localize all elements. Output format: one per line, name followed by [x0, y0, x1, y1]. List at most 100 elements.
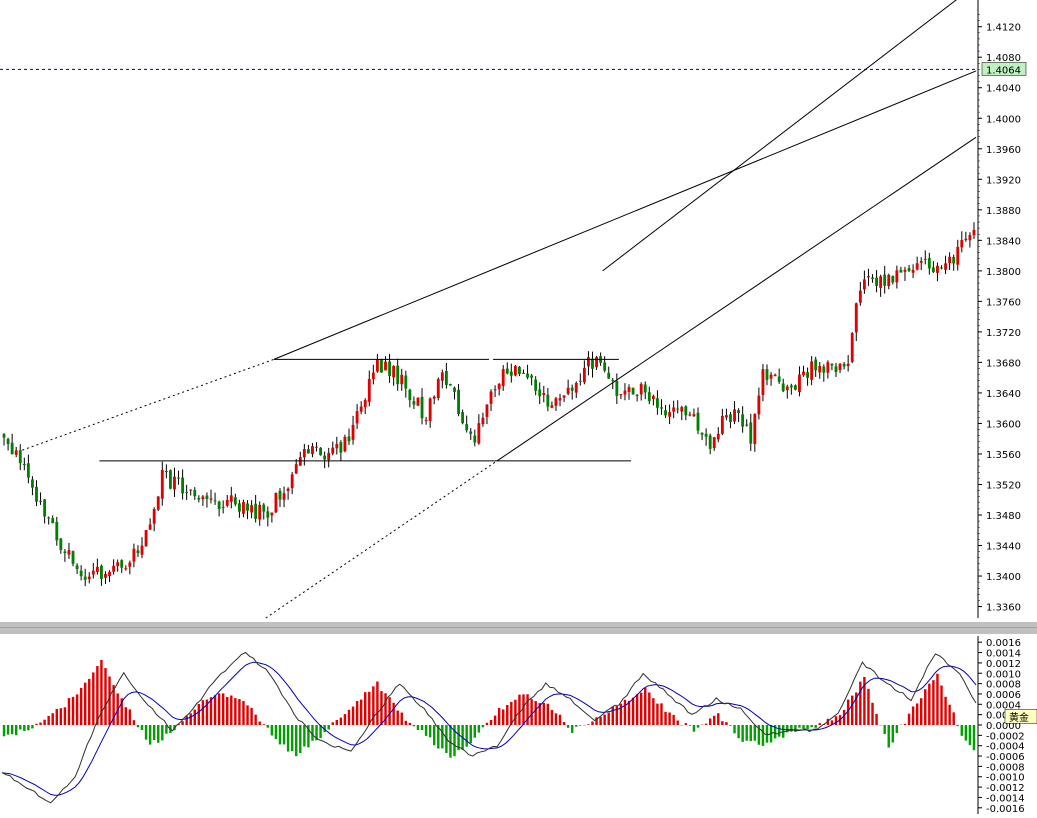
bear-candle — [789, 385, 793, 388]
price-tick-label: 1.3880 — [986, 206, 1021, 217]
bear-candle — [169, 470, 172, 489]
bear-candle — [347, 436, 351, 442]
bull-candle — [627, 387, 631, 392]
bear-candle — [26, 463, 30, 478]
bull-candle — [761, 369, 765, 395]
trendline[interactable] — [265, 460, 498, 619]
price-tick-label: 1.3640 — [986, 389, 1021, 400]
bull-candle — [290, 474, 294, 489]
price-tick-label: 1.3600 — [986, 419, 1021, 430]
bear-candle — [664, 410, 667, 416]
bull-candle — [440, 372, 444, 381]
bear-candle — [676, 408, 680, 410]
bull-candle — [140, 545, 144, 555]
bear-candle — [63, 551, 67, 554]
bear-candle — [408, 389, 412, 401]
bear-candle — [51, 518, 55, 524]
bear-candle — [35, 486, 38, 502]
bull-candle — [716, 433, 720, 440]
bull-candle — [173, 476, 176, 490]
panel-separator[interactable] — [0, 619, 1037, 634]
bear-candle — [43, 499, 47, 517]
bear-candle — [737, 410, 741, 414]
bull-candle — [327, 452, 331, 461]
price-tick-label: 1.3560 — [986, 450, 1021, 461]
bull-candle — [838, 363, 842, 371]
bull-candle — [960, 240, 964, 248]
macd-tick-label: 0.0012 — [986, 659, 1021, 670]
bear-candle — [18, 450, 22, 464]
bull-candle — [668, 412, 672, 417]
bull-candle — [887, 274, 891, 287]
macd-tick-label: 0.0014 — [986, 649, 1021, 660]
bear-candle — [631, 387, 635, 395]
bull-candle — [919, 261, 923, 263]
bear-candle — [834, 366, 838, 373]
bear-candle — [700, 432, 704, 435]
bull-candle — [164, 470, 168, 472]
bear-candle — [704, 433, 708, 437]
price-plot-area[interactable] — [0, 0, 978, 618]
trendline[interactable] — [496, 136, 977, 462]
bull-candle — [485, 404, 489, 417]
bull-candle — [923, 258, 927, 260]
bear-candle — [181, 477, 185, 494]
price-tick-label: 1.3920 — [986, 175, 1021, 186]
bull-candle — [148, 524, 152, 530]
separator-bar[interactable] — [0, 622, 1037, 628]
bull-candle — [936, 265, 939, 273]
macd-tick-label: -0.0008 — [986, 762, 1025, 773]
trendline[interactable] — [273, 70, 977, 360]
bear-candle — [952, 256, 956, 264]
bull-candle — [250, 505, 254, 513]
bear-candle — [830, 363, 834, 366]
bull-candle — [363, 400, 367, 408]
bull-candle — [258, 504, 262, 520]
bear-candle — [469, 431, 473, 434]
bull-candle — [574, 382, 578, 393]
price-tick-label: 1.3440 — [986, 542, 1021, 553]
bear-candle — [6, 438, 10, 445]
bull-candle — [481, 417, 485, 425]
bear-candle — [607, 372, 611, 379]
bull-candle — [554, 398, 558, 406]
bull-candle — [785, 386, 789, 391]
bull-candle — [818, 365, 822, 373]
bear-candle — [505, 368, 509, 374]
bear-candle — [266, 511, 270, 518]
price-panel — [0, 0, 978, 619]
bear-candle — [647, 392, 651, 402]
bear-candle — [319, 447, 322, 456]
macd-tick-label: 0.0004 — [986, 700, 1021, 711]
bear-candle — [611, 380, 615, 382]
bull-candle — [274, 493, 278, 513]
bear-candle — [546, 394, 550, 407]
bull-candle — [477, 423, 481, 444]
bear-candle — [262, 504, 266, 512]
bull-candle — [351, 424, 355, 440]
bull-candle — [124, 568, 128, 570]
bull-candle — [846, 363, 850, 367]
price-tick-label: 1.3680 — [986, 358, 1021, 369]
bull-candle — [392, 365, 396, 378]
macd-axis: 0.00160.00140.00120.00100.00080.00060.00… — [977, 636, 1037, 815]
bull-candle — [384, 361, 387, 371]
bull-candle — [944, 263, 947, 270]
bear-candle — [136, 550, 140, 554]
bear-candle — [185, 492, 189, 494]
macd-tick-label: 0.0006 — [986, 690, 1021, 701]
bull-candle — [757, 395, 761, 415]
trendline[interactable] — [602, 0, 976, 272]
bear-candle — [31, 479, 34, 488]
macd-tick-label: 0.0016 — [986, 638, 1021, 649]
bull-candle — [798, 374, 801, 393]
macd-tick-label: -0.0004 — [986, 742, 1025, 753]
bear-candle — [875, 277, 878, 286]
macd-tick-label: 0.0008 — [986, 680, 1021, 691]
bull-candle — [428, 398, 432, 421]
bull-candle — [335, 444, 339, 449]
bull-candle — [128, 562, 132, 567]
price-axis: 1.4120 1.4080 1.4040 1.4000 1.3960 1.3920 1.38… — [977, 0, 1027, 618]
